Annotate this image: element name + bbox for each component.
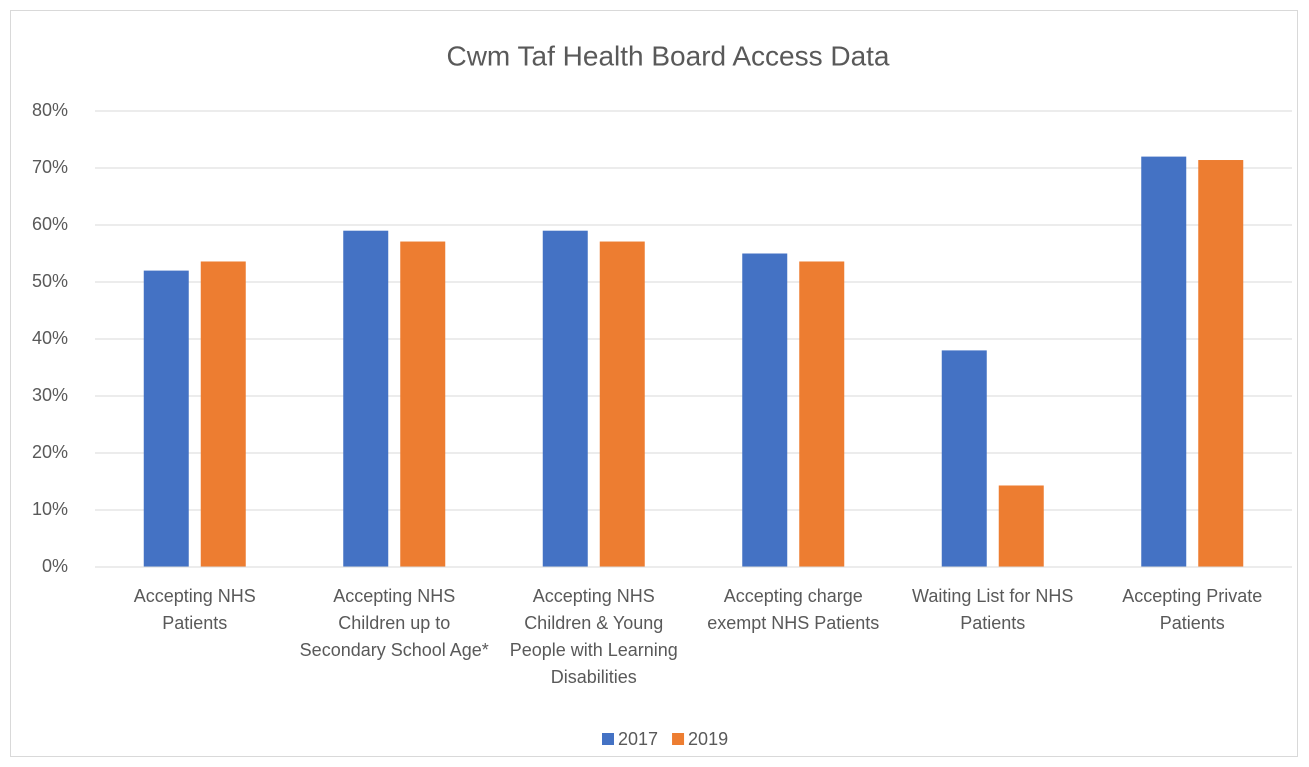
x-tick-label: Accepting Private Patients xyxy=(1122,586,1263,633)
y-tick-label: 70% xyxy=(32,157,68,177)
y-tick-label: 50% xyxy=(32,271,68,291)
chart-title: Cwm Taf Health Board Access Data xyxy=(446,40,889,71)
y-tick-label: 80% xyxy=(32,100,68,120)
y-tick-label: 40% xyxy=(32,328,68,348)
y-tick-label: 20% xyxy=(32,442,68,462)
x-tick-label: Waiting List for NHS Patients xyxy=(912,586,1074,633)
x-tick-label: Accepting charge exempt NHS Patients xyxy=(707,586,880,633)
bar xyxy=(400,241,446,567)
bar xyxy=(200,261,246,567)
bar xyxy=(143,270,189,567)
legend-swatch xyxy=(602,733,614,745)
bar xyxy=(1141,156,1187,567)
x-tick-label: Accepting NHS Children up to Secondary S… xyxy=(299,586,489,660)
x-tick-label: Accepting NHS Children & Young People wi… xyxy=(509,586,678,687)
bar xyxy=(1198,160,1244,567)
bar xyxy=(998,485,1044,567)
legend-label: 2019 xyxy=(688,729,728,749)
bar xyxy=(343,230,389,567)
x-tick-label: Accepting NHS Patients xyxy=(133,586,256,633)
bar xyxy=(941,350,987,567)
legend-label: 2017 xyxy=(618,729,658,749)
bar xyxy=(742,253,788,567)
y-tick-label: 10% xyxy=(32,499,68,519)
y-tick-label: 0% xyxy=(42,556,68,576)
y-tick-label: 30% xyxy=(32,385,68,405)
bar xyxy=(599,241,645,567)
legend-swatch xyxy=(672,733,685,745)
bar xyxy=(799,261,845,567)
bar xyxy=(542,230,588,567)
y-tick-label: 60% xyxy=(32,214,68,234)
